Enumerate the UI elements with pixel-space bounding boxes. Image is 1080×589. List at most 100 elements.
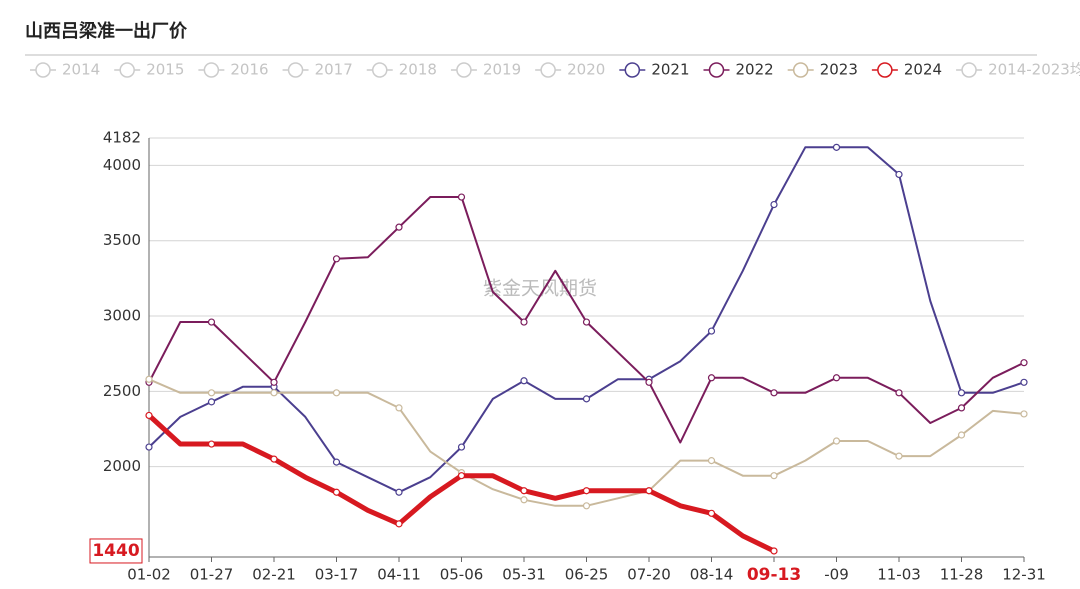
legend-label: 2016 [230, 61, 268, 79]
x-tick-label: 03-17 [315, 566, 359, 584]
x-tick-label: 05-06 [440, 566, 484, 584]
legend-marker [35, 62, 51, 78]
legend-item: 2019 [450, 61, 521, 79]
point [895, 170, 903, 179]
point [395, 223, 403, 231]
point [520, 318, 528, 326]
point [457, 193, 466, 201]
legend-marker [203, 62, 220, 78]
point [1020, 359, 1028, 367]
y-tick-label: 4000 [103, 156, 141, 174]
chart-title: 山西吕梁准一出厂价 [25, 20, 188, 42]
x-tick-label: 01-02 [127, 566, 171, 584]
point [770, 200, 778, 209]
legend-item: 2022 [703, 61, 774, 79]
point [957, 404, 966, 412]
legend-label: 2019 [483, 61, 521, 79]
point [895, 452, 903, 460]
point [457, 443, 466, 451]
point [1020, 410, 1028, 418]
point [582, 502, 591, 510]
x-tick-label: 05-31 [502, 566, 546, 584]
highlight-label: 1440 [92, 541, 139, 561]
point [145, 375, 153, 383]
legend-marker [372, 62, 388, 78]
legend-marker [961, 62, 977, 78]
legend-item: 2020 [535, 61, 605, 79]
legend-label: 2014 [62, 61, 100, 79]
y-tick-label: 2500 [103, 382, 141, 400]
point [395, 404, 403, 412]
x-tick-label: 11-03 [877, 566, 921, 584]
legend-marker [540, 62, 556, 78]
point [145, 411, 153, 420]
legend-label: 2023 [820, 61, 858, 79]
x-tick-label: 11-28 [940, 566, 984, 584]
legend-marker [708, 62, 725, 78]
point [395, 520, 403, 528]
point [457, 472, 466, 480]
point [707, 457, 716, 465]
point [770, 472, 778, 480]
legend-marker [456, 62, 472, 78]
legend-marker [792, 62, 809, 78]
point [582, 487, 591, 495]
x-tick-label: 07-20 [627, 566, 671, 584]
legend-item: 2017 [282, 61, 353, 79]
point [270, 378, 278, 386]
legend-item: 2023 [787, 61, 858, 79]
legend-label: 2018 [399, 61, 437, 79]
x-tick-label: 02-21 [252, 566, 296, 584]
point [707, 374, 716, 382]
y-tick-label: 4182 [103, 129, 141, 147]
point [707, 509, 716, 517]
legend-item: 2018 [366, 61, 437, 79]
y-tick-label: 2000 [103, 457, 141, 475]
point [207, 398, 216, 406]
point [395, 488, 403, 496]
x-tick-label: 06-25 [565, 566, 609, 584]
point [832, 143, 841, 151]
point [270, 455, 278, 463]
legend-label: 2015 [146, 61, 184, 79]
point [582, 318, 591, 326]
x-tick-label: 04-11 [377, 566, 421, 584]
point [582, 395, 591, 403]
point [520, 377, 528, 385]
legend-item: 2015 [114, 61, 184, 79]
point [895, 389, 903, 397]
x-tick-label: 01-27 [190, 566, 234, 584]
legend-item: 2021 [619, 61, 690, 79]
highlight-box [89, 538, 143, 564]
point [707, 327, 716, 335]
point [332, 255, 341, 263]
legend-label: 2022 [736, 61, 774, 79]
legend-marker [287, 62, 304, 78]
point [520, 487, 528, 495]
legend-item: 2014-2023均值 [956, 61, 1080, 79]
point [770, 389, 778, 397]
point [145, 443, 153, 451]
x-tick-label: 09-13 [747, 565, 801, 585]
point [270, 389, 278, 397]
point [770, 547, 778, 555]
x-tick-label: -09 [824, 566, 849, 584]
legend-item: 2014 [30, 61, 100, 79]
point [207, 318, 216, 326]
point [645, 378, 653, 386]
point [332, 488, 341, 496]
point [332, 458, 341, 466]
y-tick-label: 3000 [103, 307, 141, 325]
point [832, 374, 841, 382]
y-tick-label: 3500 [103, 231, 141, 249]
point [207, 389, 216, 397]
point [520, 496, 528, 504]
legend-label: 2014-2023均值 [988, 61, 1080, 79]
legend-label: 2024 [904, 61, 942, 79]
legend-label: 2017 [315, 61, 353, 79]
legend-item: 2024 [871, 61, 942, 79]
point [207, 440, 216, 448]
legend-item: 2016 [198, 61, 269, 79]
point [832, 437, 841, 445]
